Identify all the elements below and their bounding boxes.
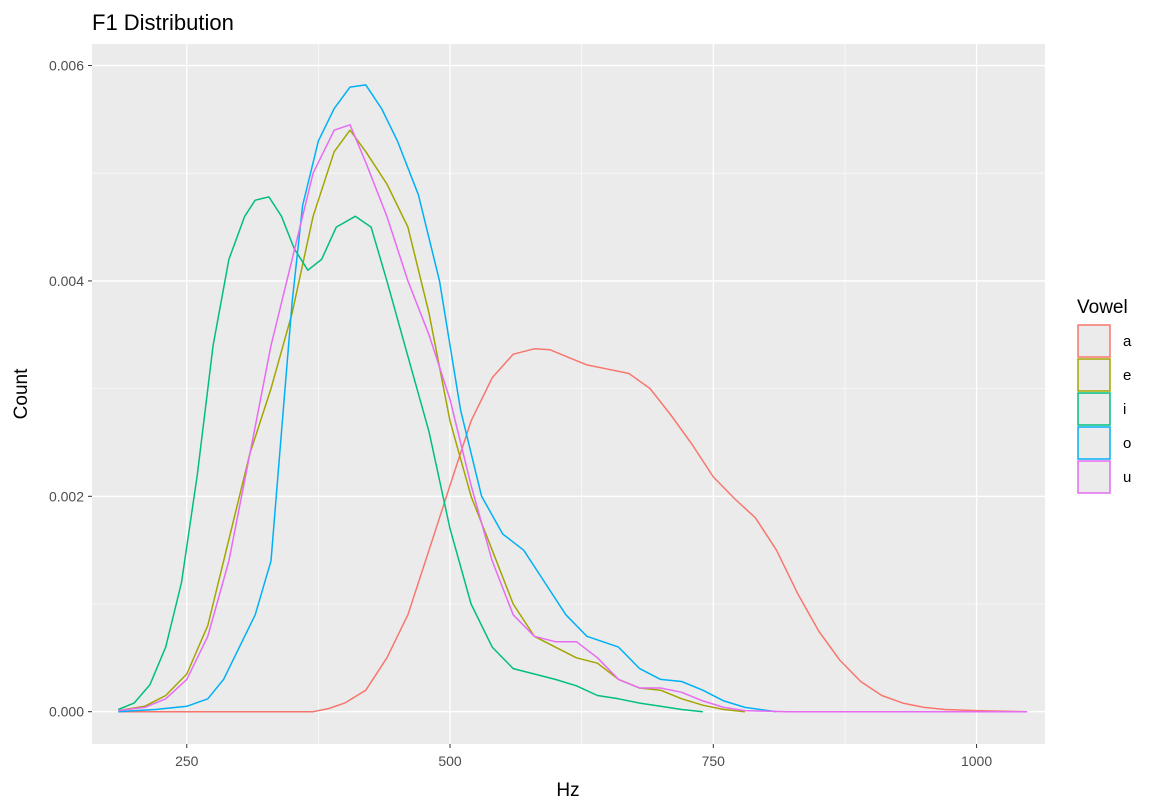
y-tick-label: 0.002 <box>49 488 84 504</box>
legend-label-i: i <box>1123 401 1126 418</box>
series-line-a <box>118 348 1028 713</box>
legend-key-u <box>1077 460 1111 494</box>
x-axis-ticks: 250 500 750 1000 <box>175 744 992 769</box>
series-line-o <box>118 84 777 713</box>
legend-label-a: a <box>1123 333 1132 350</box>
legend-label-o: o <box>1123 435 1131 452</box>
x-tick-label: 250 <box>175 753 199 769</box>
x-tick-label: 750 <box>702 753 726 769</box>
y-tick-label: 0.000 <box>49 704 84 720</box>
x-tick-label: 1000 <box>961 753 992 769</box>
legend-key-o <box>1077 426 1111 460</box>
legend-key-e <box>1077 358 1111 392</box>
y-tick-label: 0.006 <box>49 58 84 74</box>
legend-key-a <box>1077 324 1111 358</box>
legend-label-e: e <box>1123 367 1131 384</box>
legend-label-u: u <box>1123 469 1131 486</box>
legend-key-i <box>1077 392 1111 426</box>
plot-panel <box>92 44 1045 744</box>
x-tick-label: 500 <box>438 753 462 769</box>
series-line-i <box>118 196 703 713</box>
minor-gridlines <box>92 44 1045 744</box>
y-axis-title: Count <box>11 368 32 419</box>
y-tick-label: 0.004 <box>49 273 84 289</box>
legend-title: Vowel <box>1077 297 1128 318</box>
y-axis-ticks: 0.000 0.002 0.004 0.006 <box>49 58 92 720</box>
series-line-u <box>118 124 1028 713</box>
x-axis-title: Hz <box>556 780 579 801</box>
density-lines <box>118 84 1028 713</box>
chart-title: F1 Distribution <box>92 10 234 35</box>
